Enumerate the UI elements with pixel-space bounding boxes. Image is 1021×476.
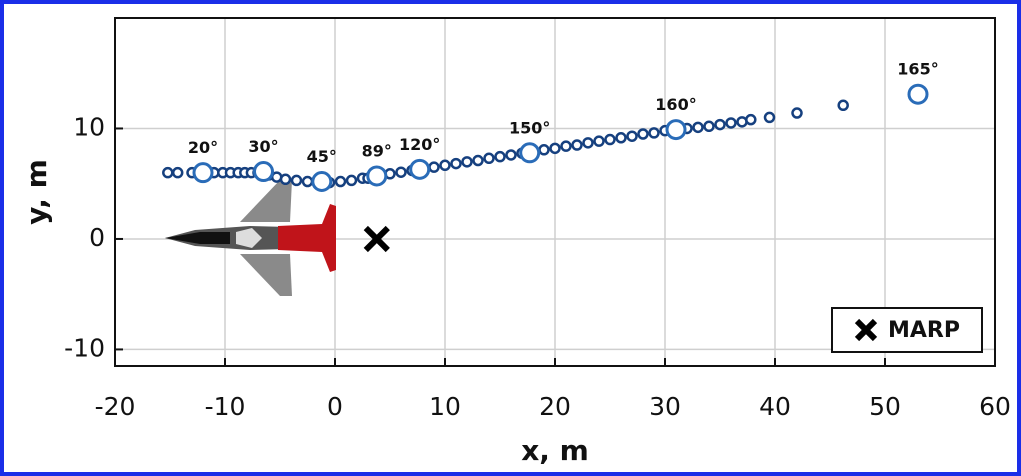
x-tick-label: 50 bbox=[869, 392, 901, 421]
point bbox=[716, 120, 725, 129]
point bbox=[441, 161, 450, 170]
point bbox=[540, 145, 549, 154]
point-label: 150° bbox=[509, 118, 550, 137]
point-label: 89° bbox=[362, 141, 392, 160]
point bbox=[430, 163, 439, 172]
point bbox=[474, 156, 483, 165]
legend: MARP bbox=[832, 308, 982, 352]
point bbox=[746, 115, 755, 124]
y-tick-label: -10 bbox=[64, 333, 105, 362]
point bbox=[909, 85, 927, 103]
point bbox=[584, 138, 593, 147]
frame bbox=[2, 2, 1019, 474]
point-label: 120° bbox=[399, 135, 440, 154]
point bbox=[194, 164, 212, 182]
point bbox=[562, 142, 571, 151]
point bbox=[765, 113, 774, 122]
y-tick-label: 0 bbox=[89, 223, 105, 252]
point bbox=[573, 141, 582, 150]
point bbox=[452, 159, 461, 168]
point bbox=[551, 144, 560, 153]
point bbox=[313, 173, 331, 191]
x-axis-label: x, m bbox=[521, 434, 589, 467]
point bbox=[173, 168, 182, 177]
point bbox=[606, 135, 615, 144]
point bbox=[694, 123, 703, 132]
point bbox=[595, 137, 604, 146]
point bbox=[650, 128, 659, 137]
point bbox=[639, 130, 648, 139]
x-tick-label: 40 bbox=[759, 392, 791, 421]
chart: 20° 30° 45° 89° 120° 150° 160° 165° x, m y, m M… bbox=[0, 0, 1021, 476]
y-tick-label: 10 bbox=[73, 112, 105, 141]
point-label: 165° bbox=[897, 60, 938, 79]
x-tick-label: -10 bbox=[205, 392, 246, 421]
point bbox=[255, 163, 273, 181]
point bbox=[496, 152, 505, 161]
point bbox=[463, 157, 472, 166]
point-label: 45° bbox=[307, 147, 337, 166]
point-label: 20° bbox=[188, 138, 218, 157]
point bbox=[281, 175, 290, 184]
point bbox=[411, 160, 429, 178]
x-tick-label: 10 bbox=[429, 392, 461, 421]
point-label: 160° bbox=[655, 95, 696, 114]
x-tick-label: 20 bbox=[539, 392, 571, 421]
point bbox=[507, 150, 516, 159]
point bbox=[368, 167, 386, 185]
point bbox=[839, 101, 848, 110]
y-axis-label: y, m bbox=[20, 159, 53, 225]
x-tick-label: 60 bbox=[979, 392, 1011, 421]
point bbox=[347, 176, 356, 185]
point bbox=[727, 118, 736, 127]
point bbox=[485, 154, 494, 163]
x-tick-label: 30 bbox=[649, 392, 681, 421]
point bbox=[163, 168, 172, 177]
point bbox=[397, 168, 406, 177]
point bbox=[793, 109, 802, 118]
point bbox=[521, 144, 539, 162]
point-label: 30° bbox=[248, 137, 278, 156]
x-tick-label: -20 bbox=[95, 392, 136, 421]
point bbox=[292, 176, 301, 185]
point bbox=[617, 133, 626, 142]
point bbox=[628, 132, 637, 141]
point bbox=[667, 121, 685, 139]
point bbox=[705, 122, 714, 131]
point bbox=[336, 177, 345, 186]
legend-label: MARP bbox=[888, 318, 960, 343]
point bbox=[303, 177, 312, 186]
x-tick-label: 0 bbox=[327, 392, 343, 421]
